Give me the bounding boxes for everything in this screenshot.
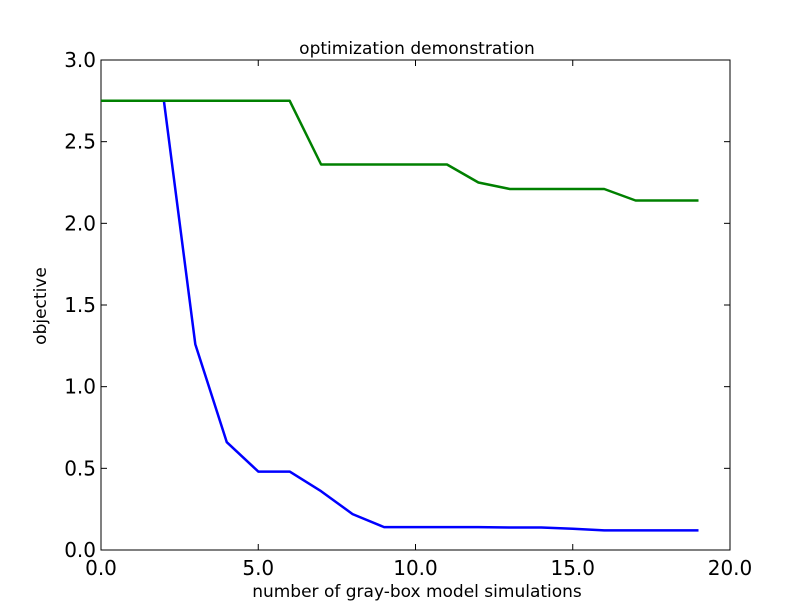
x-tick-label: 15.0	[550, 556, 595, 580]
x-tick-label: 0.0	[85, 556, 117, 580]
series-lines	[101, 99, 699, 532]
x-tick-label: 20.0	[708, 556, 753, 580]
y-tick-label: 3.0	[64, 48, 96, 72]
y-tick-label: 2.0	[64, 211, 96, 235]
plot-frame	[100, 59, 731, 551]
y-axis-label: objective	[31, 267, 51, 345]
chart-title: optimization demonstration	[299, 39, 535, 59]
x-tick-label: 10.0	[393, 556, 438, 580]
series-line-2	[101, 99, 699, 202]
x-axis-label: number of gray-box model simulations	[252, 582, 582, 602]
y-tick-label: 2.5	[64, 130, 96, 154]
y-tick-label: 0.5	[64, 456, 96, 480]
y-tick-label: 1.0	[64, 375, 96, 399]
ticks: 0.0 5.0 10.0 15.0 20.0 0.0 0.5 1.0 1.5 2.0 2.5 3.0	[64, 48, 752, 580]
y-tick-label: 0.0	[64, 538, 96, 562]
y-tick-label: 1.5	[64, 293, 96, 317]
series-line-1	[101, 99, 699, 532]
x-tick-label: 5.0	[242, 556, 274, 580]
